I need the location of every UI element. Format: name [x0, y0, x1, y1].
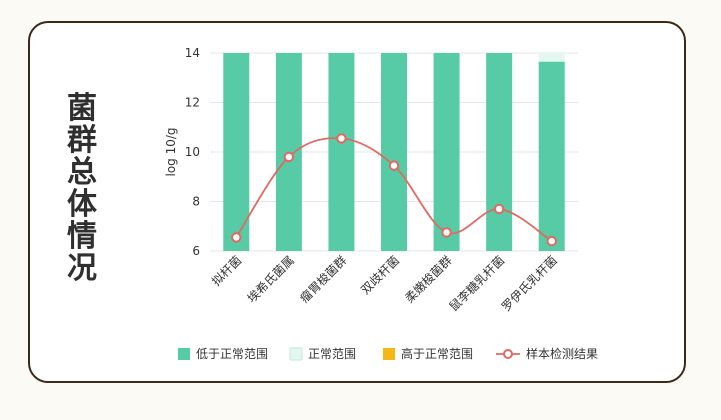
sample-line: [231, 133, 557, 247]
y-tick-label: 6: [192, 244, 200, 258]
y-tick-label: 8: [192, 195, 200, 209]
sample-point: [546, 235, 557, 247]
x-category-label: 拟杆菌: [209, 253, 244, 288]
side-title: 菌群总体情况: [67, 91, 97, 286]
legend: 低于正常范围 正常范围 高于正常范围 样本检测结果: [178, 346, 598, 361]
x-category-label: 柔嫩梭菌群: [402, 253, 455, 306]
bar-segment-normal: [538, 53, 565, 62]
legend-swatch: [178, 348, 190, 360]
sample-point: [231, 232, 242, 243]
x-category-label: 罗伊氏乳杆菌: [499, 253, 560, 314]
bars: [223, 53, 565, 251]
bar-segment-low: [381, 53, 407, 251]
x-category-label: 埃希氏菌属: [244, 253, 297, 306]
sample-point: [388, 160, 400, 171]
bar-segment-low: [486, 53, 513, 251]
bar-segment-low: [538, 61, 565, 251]
bar-segment-low: [328, 53, 355, 251]
x-category-label: 双歧杆菌: [358, 253, 402, 297]
x-category-label: 瘤胃梭菌群: [297, 253, 350, 306]
y-axis-label: log 10/g: [164, 127, 178, 176]
legend-label: 正常范围: [308, 347, 356, 361]
sample-point: [336, 133, 347, 144]
y-tick-label: 10: [185, 145, 200, 159]
legend-line-marker: [503, 349, 513, 359]
sample-point: [283, 151, 295, 163]
y-tick-label: 14: [185, 46, 200, 60]
legend-label: 低于正常范围: [196, 347, 268, 361]
sample-point: [493, 203, 505, 215]
bar-segment-low: [223, 53, 250, 251]
sample-point: [441, 227, 452, 238]
y-ticks: 6 8 10 12 14: [185, 46, 200, 258]
legend-swatch: [383, 348, 395, 360]
y-tick-label: 12: [185, 96, 200, 110]
bar-segment-low: [433, 53, 460, 251]
legend-swatch: [289, 347, 303, 361]
legend-label: 高于正常范围: [401, 346, 473, 361]
legend-label: 样本检测结果: [526, 346, 598, 361]
x-category-label: 鼠李糖乳杆菌: [446, 253, 508, 315]
